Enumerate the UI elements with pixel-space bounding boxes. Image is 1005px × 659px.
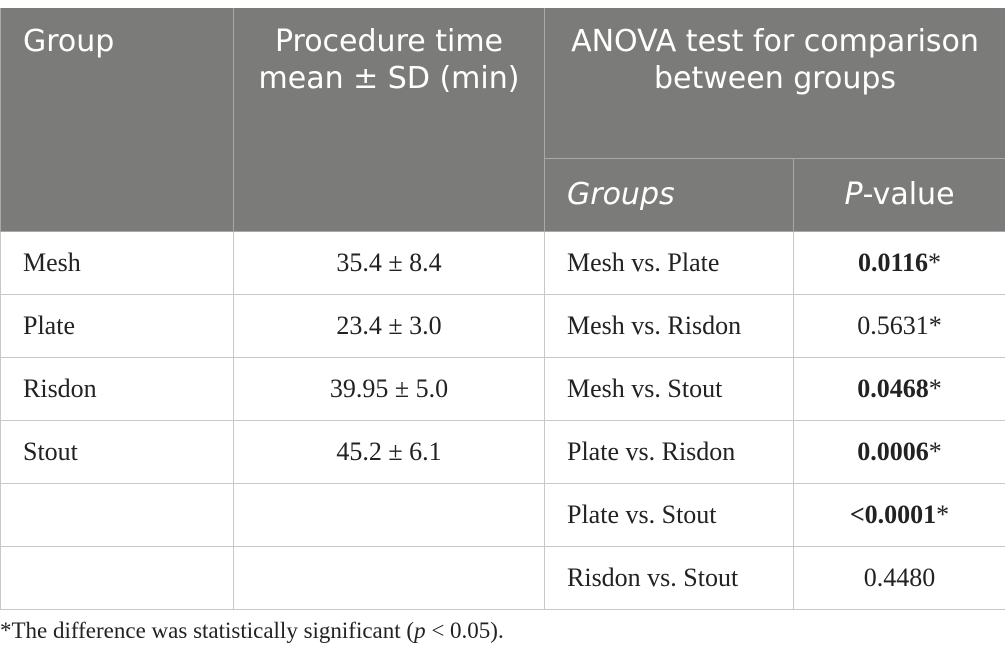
cell-p-value: 0.5631* [793, 293, 1005, 358]
cell-comparison: Mesh vs. Risdon [544, 293, 794, 358]
significance-star: * [936, 499, 950, 529]
cell-procedure-time: 35.4 ± 8.4 [233, 230, 545, 295]
table-row: Plate vs. Stout <0.0001* [0, 482, 1005, 547]
cell-p-value: 0.0006* [793, 419, 1005, 484]
table-row: Plate 23.4 ± 3.0 Mesh vs. Risdon 0.5631* [0, 293, 1005, 358]
anova-results-table: Group Procedure time mean ± SD (min) ANO… [0, 8, 1005, 610]
p-value-number: 0.0116 [857, 247, 929, 277]
p-italic: P [844, 177, 863, 212]
table-row: Risdon 39.95 ± 5.0 Mesh vs. Stout 0.0468… [0, 356, 1005, 421]
footnote-suffix: < 0.05). [425, 618, 504, 643]
cell-comparison: Plate vs. Risdon [544, 419, 794, 484]
cell-group: Mesh [0, 230, 234, 295]
cell-comparison: Risdon vs. Stout [544, 545, 794, 610]
header-procedure-time: Procedure time mean ± SD (min) [233, 8, 545, 232]
p-value-number: 0.4480 [863, 562, 936, 592]
cell-group [0, 545, 234, 610]
significance-star: * [928, 247, 942, 277]
table-row: Stout 45.2 ± 6.1 Plate vs. Risdon 0.0006… [0, 419, 1005, 484]
significance-star: * [928, 310, 942, 340]
table-header: Group Procedure time mean ± SD (min) ANO… [0, 8, 1005, 232]
cell-procedure-time: 23.4 ± 3.0 [233, 293, 545, 358]
cell-group: Plate [0, 293, 234, 358]
cell-p-value: 0.4480 [793, 545, 1005, 610]
cell-p-value: 0.0468* [793, 356, 1005, 421]
cell-group: Stout [0, 419, 234, 484]
cell-procedure-time: 39.95 ± 5.0 [233, 356, 545, 421]
header-groups-comparison: Groups [544, 158, 794, 232]
cell-procedure-time: 45.2 ± 6.1 [233, 419, 545, 484]
p-value-number: 0.5631 [857, 310, 929, 340]
table-row: Mesh 35.4 ± 8.4 Mesh vs. Plate 0.0116* [0, 230, 1005, 295]
table-row: Risdon vs. Stout 0.4480 [0, 545, 1005, 610]
header-group: Group [0, 8, 234, 232]
cell-comparison: Plate vs. Stout [544, 482, 794, 547]
cell-group [0, 482, 234, 547]
p-value-number: 0.0468 [857, 373, 929, 403]
header-p-value: P-value [793, 158, 1005, 232]
footnote-p-symbol: p [414, 618, 426, 643]
table-footnote: *The difference was statistically signif… [0, 618, 504, 644]
cell-procedure-time [233, 545, 545, 610]
significance-star: * [928, 436, 942, 466]
header-anova-test: ANOVA test for comparison between groups [544, 8, 1005, 159]
table-body: Mesh 35.4 ± 8.4 Mesh vs. Plate 0.0116* P… [0, 230, 1005, 610]
footnote-prefix: *The difference was statistically signif… [0, 618, 415, 643]
cell-p-value: 0.0116* [793, 230, 1005, 295]
p-value-number: <0.0001 [849, 499, 937, 529]
p-value-number: 0.0006 [857, 436, 929, 466]
cell-procedure-time [233, 482, 545, 547]
cell-group: Risdon [0, 356, 234, 421]
cell-comparison: Mesh vs. Stout [544, 356, 794, 421]
cell-p-value: <0.0001* [793, 482, 1005, 547]
p-value-suffix: -value [862, 177, 955, 212]
cell-comparison: Mesh vs. Plate [544, 230, 794, 295]
significance-star: * [928, 373, 942, 403]
